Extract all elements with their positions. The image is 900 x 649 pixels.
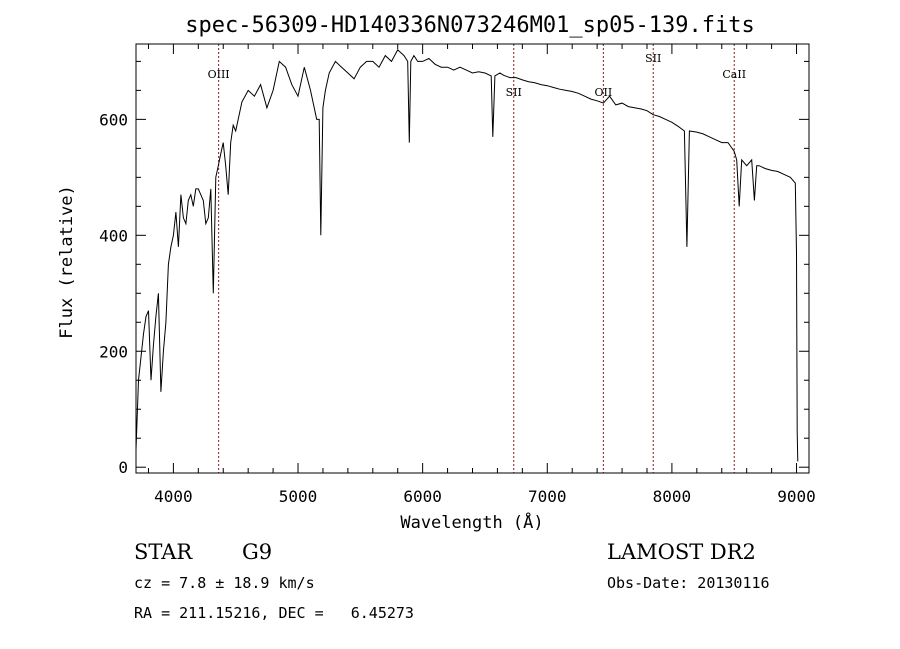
- object-class: STAR: [134, 540, 193, 564]
- y-axis: 0 200 400 600: [99, 60, 809, 477]
- x-tick-label: 7000: [528, 487, 567, 506]
- line-marker-label: SII: [645, 52, 661, 65]
- line-marker-label: CaII: [722, 68, 746, 81]
- spectrum-line: [135, 48, 799, 462]
- ra-dec: RA = 211.15216, DEC = 6.45273: [134, 604, 414, 622]
- y-axis-label: Flux (relative): [57, 185, 77, 339]
- y-tick-label: 200: [99, 342, 128, 361]
- x-tick-label: 4000: [154, 487, 193, 506]
- y-tick-label: 600: [99, 110, 128, 129]
- x-tick-label: 8000: [653, 487, 692, 506]
- x-tick-label: 9000: [777, 487, 816, 506]
- x-axis: 4000 5000 6000 7000 8000 9000: [147, 44, 816, 506]
- line-markers: OIII SII OII SII CaII: [208, 44, 746, 473]
- x-tick-label: 5000: [279, 487, 318, 506]
- redshift-cz: cz = 7.8 ± 18.9 km/s: [134, 574, 315, 592]
- line-marker-label: SII: [506, 86, 522, 99]
- line-marker-label: OII: [595, 86, 613, 99]
- survey-name: LAMOST DR2: [607, 540, 756, 564]
- spectrum-chart: spec-56309-HD140336N073246M01_sp05-139.f…: [57, 13, 816, 533]
- y-tick-label: 400: [99, 226, 128, 245]
- y-tick-label: 0: [118, 458, 128, 477]
- line-marker-label: OIII: [208, 68, 230, 81]
- x-axis-label: Wavelength (Å): [400, 511, 543, 533]
- x-tick-label: 6000: [403, 487, 442, 506]
- object-subclass: G9: [242, 540, 273, 564]
- observation-date: Obs-Date: 20130116: [607, 574, 770, 592]
- plot-frame: [135, 43, 810, 474]
- chart-title: spec-56309-HD140336N073246M01_sp05-139.f…: [185, 13, 755, 38]
